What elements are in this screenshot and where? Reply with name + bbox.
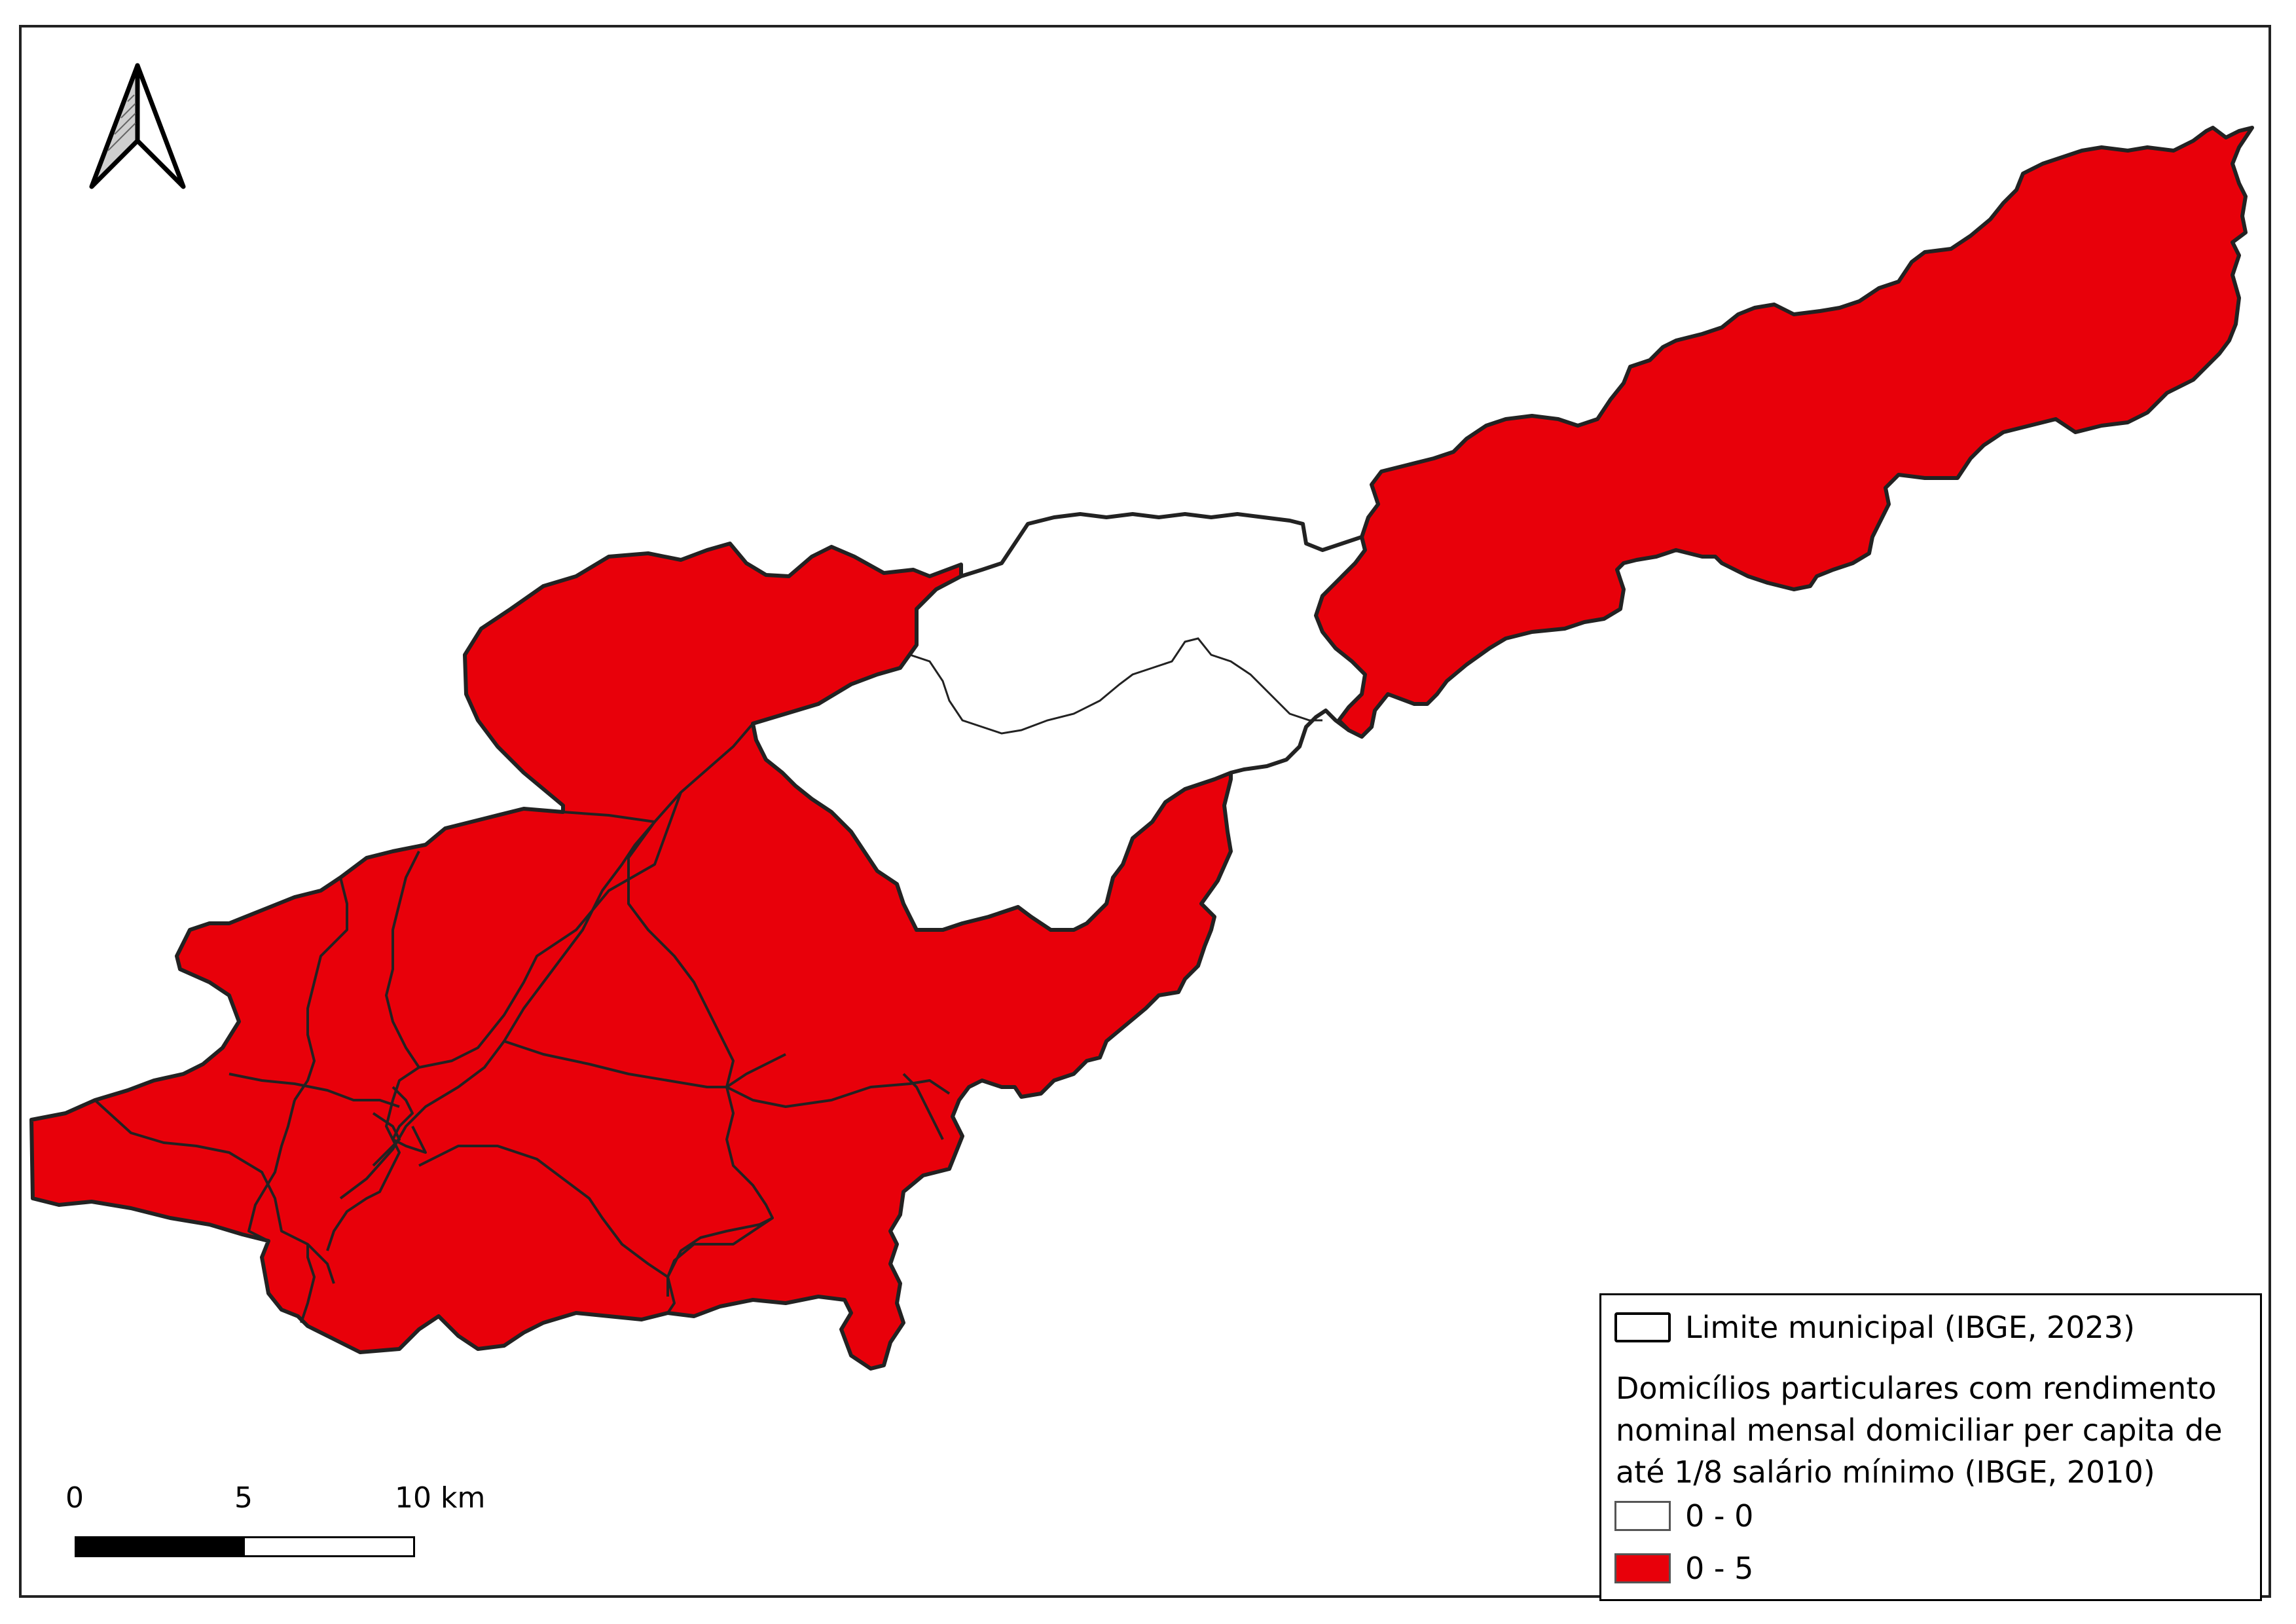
legend-row-boundary: Limite municipal (IBGE, 2023): [1614, 1310, 2135, 1345]
scale-bar: [75, 1536, 415, 1557]
legend-swatch-class-2: [1614, 1553, 1671, 1583]
scale-label-10: 10 km: [395, 1481, 486, 1515]
scale-labels: 0 5 10 km: [65, 1481, 498, 1521]
legend-row-class-2: 0 - 5: [1614, 1551, 1753, 1586]
scale-bar-black-segment: [77, 1538, 245, 1555]
legend-title: Domicílios particulares com rendimento n…: [1616, 1371, 2223, 1490]
legend-swatch-class-1: [1614, 1501, 1671, 1531]
map-frame: [19, 25, 2271, 1598]
legend-row-class-1: 0 - 0: [1614, 1498, 1753, 1534]
region-east: [1314, 126, 2254, 739]
scale-label-5: 5: [234, 1481, 253, 1515]
scale-label-0: 0: [65, 1481, 84, 1515]
scale-bar-white-segment: [245, 1538, 413, 1555]
legend-swatch-boundary: [1614, 1312, 1671, 1342]
north-arrow-icon: [89, 63, 186, 189]
central-internal-boundary: [909, 637, 1322, 735]
legend-boundary-label: Limite municipal (IBGE, 2023): [1685, 1310, 2135, 1345]
internal-boundaries: [94, 722, 951, 1323]
legend: Limite municipal (IBGE, 2023) Domicílios…: [1599, 1293, 2262, 1601]
legend-class-2-label: 0 - 5: [1685, 1551, 1754, 1586]
legend-class-1-label: 0 - 0: [1685, 1498, 1754, 1534]
